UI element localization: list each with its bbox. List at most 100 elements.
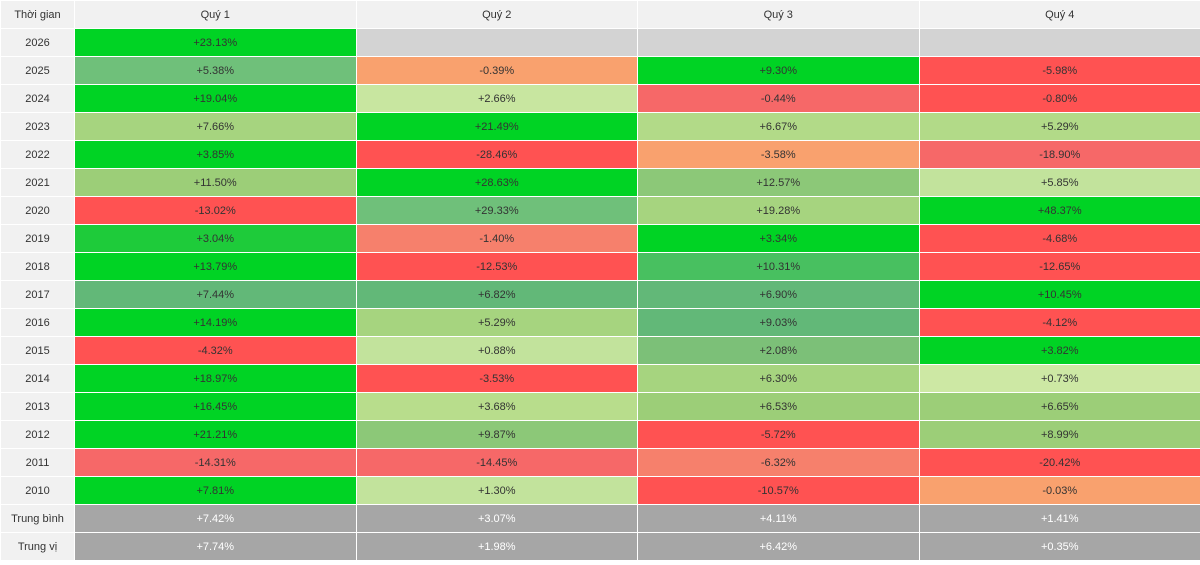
return-cell-q1: +19.04%	[74, 84, 357, 113]
table-row: 2024 +19.04% +2.66% -0.44% -0.80%	[0, 84, 1200, 113]
return-cell-q1: +7.81%	[74, 476, 357, 505]
return-cell-q3: +19.28%	[637, 196, 920, 225]
return-cell-q3: +9.30%	[637, 56, 920, 85]
return-cell-q1: +18.97%	[74, 364, 357, 393]
return-cell-q4: -4.12%	[918, 308, 1200, 337]
return-cell-q3: +12.57%	[637, 168, 920, 197]
return-cell-q2: +1.30%	[355, 476, 638, 505]
row-year-label: 2010	[0, 476, 75, 505]
return-cell-q1: +14.19%	[74, 308, 357, 337]
return-cell-q1: +3.04%	[74, 224, 357, 253]
return-cell-q2: -0.39%	[355, 56, 638, 85]
return-cell-q4: +5.85%	[918, 168, 1200, 197]
table-row: 2019 +3.04% -1.40% +3.34% -4.68%	[0, 224, 1200, 253]
return-cell-q4: +3.82%	[918, 336, 1200, 365]
return-cell-q4: -5.98%	[918, 56, 1200, 85]
summary-row-average: Trung bình +7.42% +3.07% +4.11% +1.41%	[0, 504, 1200, 533]
return-cell-q1: +11.50%	[74, 168, 357, 197]
return-cell-q2: +21.49%	[355, 112, 638, 141]
column-header-q3[interactable]: Quý 3	[637, 0, 920, 29]
return-cell-q3: -0.44%	[637, 84, 920, 113]
row-year-label: 2016	[0, 308, 75, 337]
row-year-label: 2015	[0, 336, 75, 365]
table-row: 2010 +7.81% +1.30% -10.57% -0.03%	[0, 476, 1200, 505]
summary-cell-q2: +1.98%	[355, 532, 638, 561]
row-year-label: 2014	[0, 364, 75, 393]
table-row: 2018 +13.79% -12.53% +10.31% -12.65%	[0, 252, 1200, 281]
return-cell-q1: +16.45%	[74, 392, 357, 421]
return-cell-q2: +9.87%	[355, 420, 638, 449]
return-cell-q1: +7.66%	[74, 112, 357, 141]
return-cell-q4: +6.65%	[918, 392, 1200, 421]
table-row: 2023 +7.66% +21.49% +6.67% +5.29%	[0, 112, 1200, 141]
return-cell-q2: +0.88%	[355, 336, 638, 365]
table-row: 2015 -4.32% +0.88% +2.08% +3.82%	[0, 336, 1200, 365]
row-year-label: 2018	[0, 252, 75, 281]
return-cell-q1: -4.32%	[74, 336, 357, 365]
return-cell-q4: -4.68%	[918, 224, 1200, 253]
column-header-q2[interactable]: Quý 2	[355, 0, 638, 29]
return-cell-q1: -14.31%	[74, 448, 357, 477]
return-cell-q2	[355, 28, 638, 57]
return-cell-q4: -20.42%	[918, 448, 1200, 477]
table-row: 2013 +16.45% +3.68% +6.53% +6.65%	[0, 392, 1200, 421]
row-year-label: 2025	[0, 56, 75, 85]
summary-label: Trung bình	[0, 504, 75, 533]
row-year-label: 2019	[0, 224, 75, 253]
return-cell-q3: -6.32%	[637, 448, 920, 477]
return-cell-q2: -12.53%	[355, 252, 638, 281]
return-cell-q1: +5.38%	[74, 56, 357, 85]
table-row: 2017 +7.44% +6.82% +6.90% +10.45%	[0, 280, 1200, 309]
return-cell-q3: +3.34%	[637, 224, 920, 253]
row-year-label: 2026	[0, 28, 75, 57]
return-cell-q4: +0.73%	[918, 364, 1200, 393]
row-year-label: 2012	[0, 420, 75, 449]
column-header-q4[interactable]: Quý 4	[918, 0, 1200, 29]
return-cell-q2: +29.33%	[355, 196, 638, 225]
return-cell-q2: +28.63%	[355, 168, 638, 197]
return-cell-q2: +3.68%	[355, 392, 638, 421]
return-cell-q2: +6.82%	[355, 280, 638, 309]
return-cell-q3: -3.58%	[637, 140, 920, 169]
return-cell-q2: -1.40%	[355, 224, 638, 253]
column-header-period[interactable]: Thời gian	[0, 0, 75, 29]
return-cell-q2: -28.46%	[355, 140, 638, 169]
summary-cell-q4: +0.35%	[918, 532, 1200, 561]
return-cell-q2: -3.53%	[355, 364, 638, 393]
return-cell-q3: +6.67%	[637, 112, 920, 141]
table-row: 2025 +5.38% -0.39% +9.30% -5.98%	[0, 56, 1200, 85]
return-cell-q3: +6.53%	[637, 392, 920, 421]
return-cell-q2: +5.29%	[355, 308, 638, 337]
return-cell-q4: -0.80%	[918, 84, 1200, 113]
return-cell-q1: +3.85%	[74, 140, 357, 169]
row-year-label: 2024	[0, 84, 75, 113]
return-cell-q1: +7.44%	[74, 280, 357, 309]
table-row: 2020 -13.02% +29.33% +19.28% +48.37%	[0, 196, 1200, 225]
table-row: 2016 +14.19% +5.29% +9.03% -4.12%	[0, 308, 1200, 337]
table-row: 2022 +3.85% -28.46% -3.58% -18.90%	[0, 140, 1200, 169]
return-cell-q3: +2.08%	[637, 336, 920, 365]
return-cell-q3: +9.03%	[637, 308, 920, 337]
return-cell-q4	[918, 28, 1200, 57]
table-body: 2026 +23.13% 2025 +5.38% -0.39% +9.30% -5.98% 2…	[0, 28, 1200, 561]
return-cell-q4: -18.90%	[918, 140, 1200, 169]
row-year-label: 2022	[0, 140, 75, 169]
return-cell-q3: +6.30%	[637, 364, 920, 393]
summary-cell-q3: +4.11%	[637, 504, 920, 533]
return-cell-q1: +13.79%	[74, 252, 357, 281]
return-cell-q4: +8.99%	[918, 420, 1200, 449]
return-cell-q3: -5.72%	[637, 420, 920, 449]
row-year-label: 2021	[0, 168, 75, 197]
summary-cell-q1: +7.74%	[74, 532, 357, 561]
row-year-label: 2017	[0, 280, 75, 309]
column-header-q1[interactable]: Quý 1	[74, 0, 357, 29]
summary-cell-q2: +3.07%	[355, 504, 638, 533]
summary-cell-q1: +7.42%	[74, 504, 357, 533]
return-cell-q2: -14.45%	[355, 448, 638, 477]
return-cell-q1: -13.02%	[74, 196, 357, 225]
return-cell-q3	[637, 28, 920, 57]
return-cell-q1: +21.21%	[74, 420, 357, 449]
row-year-label: 2020	[0, 196, 75, 225]
return-cell-q3: -10.57%	[637, 476, 920, 505]
